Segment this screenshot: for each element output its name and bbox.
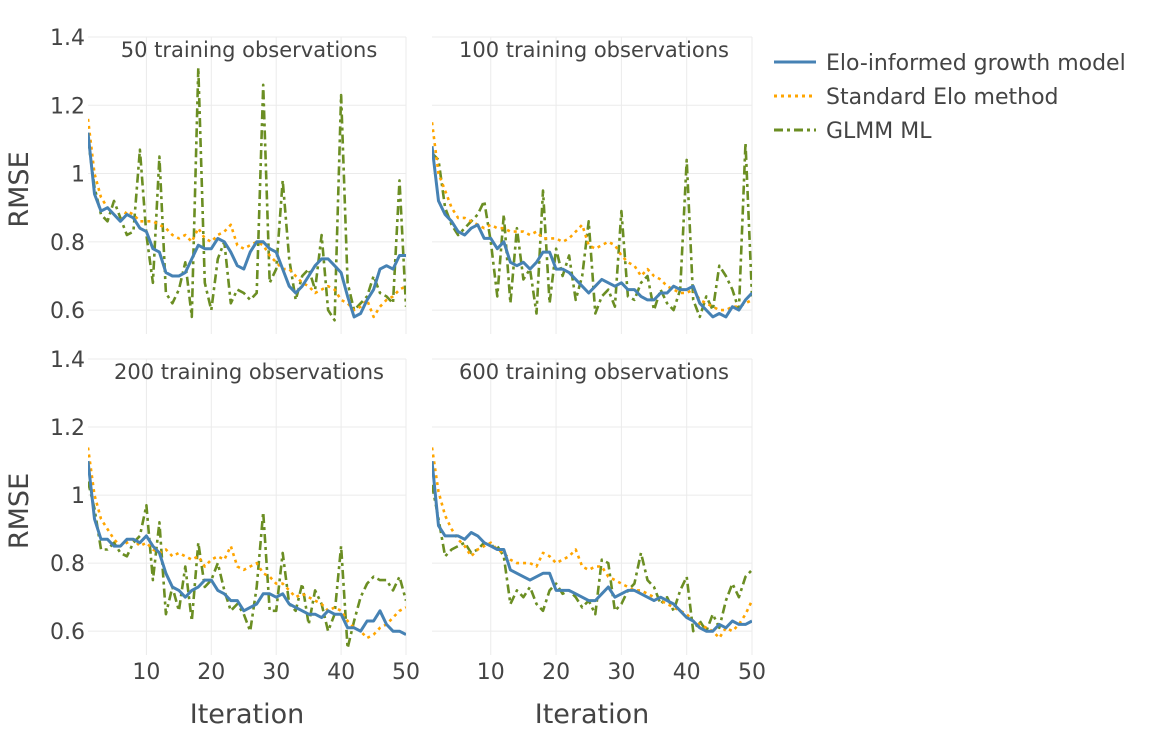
x-tick-label: 50 [738,660,766,685]
series-line-dashdot [432,141,752,319]
series-line-dot [432,122,752,312]
panel-3: 0.6 0.8 1 1.2 1.4 RMSE 10 20 30 40 50 Iteration 200 … [4,348,420,729]
x-tick-label: 10 [477,660,505,685]
legend-item: GLMM ML [774,119,932,144]
panel-title: 100 training observations [459,38,729,62]
series-line-dot [432,447,752,640]
series-line-solid [88,132,406,319]
legend-label: GLMM ML [826,119,932,144]
series-line-solid [432,146,752,319]
panel-4: 10 20 30 40 50 Iteration 600 training observat… [432,358,766,729]
panel-title: 50 training observations [121,38,378,62]
panel-title: 200 training observations [114,360,384,384]
legend-item: Standard Elo method [774,85,1059,110]
y-axis-label: RMSE [4,473,35,549]
y-tick-label: 0.8 [50,552,85,577]
x-tick-label: 20 [197,660,225,685]
panel-2: 100 training observations [432,36,753,334]
y-tick-label: 1 [71,484,85,509]
y-tick-label: 1.2 [50,94,85,119]
series-line-dashdot [432,484,752,633]
series-line-solid [88,460,406,636]
series-line-dashdot [88,66,406,322]
legend-item: Elo-informed growth model [774,51,1126,76]
series-line-dashdot [88,481,406,650]
series-line-dot [88,118,406,319]
y-tick-label: 1.4 [50,348,85,373]
y-tick-label: 1.4 [50,26,85,51]
y-tick-label: 1.2 [50,416,85,441]
y-tick-label: 0.8 [50,231,85,256]
x-tick-label: 30 [262,660,290,685]
y-tick-label: 0.6 [50,299,85,324]
x-axis-label: Iteration [535,699,650,729]
y-axis-label: RMSE [4,151,35,227]
legend-label: Standard Elo method [826,85,1059,110]
y-tick-label: 1 [71,163,85,188]
x-tick-label: 50 [392,660,420,685]
x-tick-label: 40 [673,660,701,685]
legend-label: Elo-informed growth model [826,51,1126,76]
panels-group: 0.6 0.8 1 1.2 1.4 RMSE 50 training observation… [4,26,766,729]
series-line-solid [432,460,752,633]
x-tick-label: 10 [132,660,160,685]
legend: Elo-informed growth model Standard Elo me… [774,51,1126,144]
panel-title: 600 training observations [459,360,729,384]
x-tick-label: 20 [542,660,570,685]
panel-1: 0.6 0.8 1 1.2 1.4 RMSE 50 training observation… [4,26,407,334]
x-axis-label: Iteration [190,699,305,729]
x-tick-label: 40 [327,660,355,685]
x-tick-label: 30 [607,660,635,685]
y-tick-label: 0.6 [50,620,85,645]
